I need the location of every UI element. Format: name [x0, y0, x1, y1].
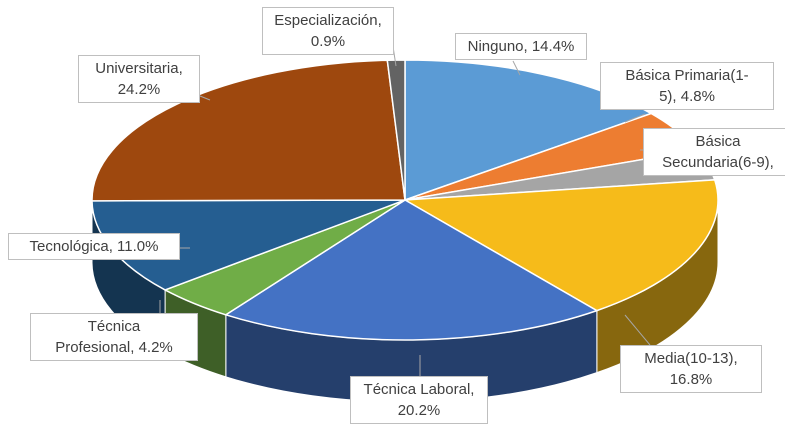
data-label: Especialización, 0.9% [262, 7, 394, 55]
data-label: Básica Secundaria(6-9), [643, 128, 785, 176]
slice [224, 199, 599, 341]
data-label: Básica Primaria(1- 5), 4.8% [600, 62, 774, 110]
leader-line [624, 314, 651, 346]
data-label: Técnica Profesional, 4.2% [30, 313, 198, 361]
data-label: Técnica Laboral, 20.2% [350, 376, 488, 424]
data-label: Tecnológica, 11.0% [8, 233, 180, 260]
leader-line [624, 113, 646, 123]
slice [91, 59, 406, 202]
slice [386, 59, 406, 201]
data-label: Universitaria, 24.2% [78, 55, 200, 103]
data-label: Ninguno, 14.4% [455, 33, 587, 60]
data-label: Media(10-13), 16.8% [620, 345, 762, 393]
leader-line [512, 60, 521, 76]
slice [402, 179, 719, 312]
